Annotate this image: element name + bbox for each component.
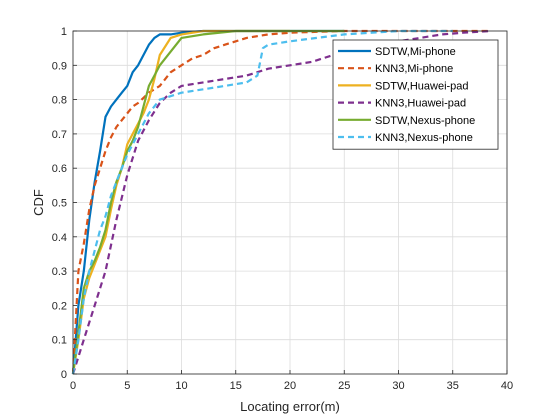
x-tick-label: 30 — [392, 380, 404, 392]
series-line-6 — [71, 29, 453, 375]
legend-label: SDTW,Huawei-pad — [375, 80, 469, 92]
y-tick-label: 0.8 — [52, 95, 67, 107]
series-line-2 — [71, 29, 491, 375]
x-tick-label: 40 — [501, 380, 513, 392]
x-tick-label: 35 — [447, 380, 459, 392]
y-tick-label: 0.9 — [52, 60, 67, 72]
y-tick-label: 0.2 — [52, 300, 67, 312]
legend-box — [332, 39, 499, 150]
legend-label: SDTW,Nexus-phone — [375, 115, 475, 127]
legend-label: KNN3,Mi-phone — [375, 63, 453, 75]
y-tick-label: 0.6 — [52, 163, 67, 175]
legend-label: KNN3,Huawei-pad — [375, 98, 466, 110]
x-axis-label: Locating error(m) — [240, 399, 340, 414]
legend: SDTW,Mi-phone KNN3,Mi-phone SDTW,Huawei-pa… — [332, 39, 499, 150]
y-tick-label: 0.7 — [52, 129, 67, 141]
x-tick-label: 20 — [284, 380, 296, 392]
y-axis-label: CDF — [31, 189, 46, 216]
x-tick-label: 5 — [124, 380, 130, 392]
axis-ticks: 0 5 10 15 20 25 30 35 40 0 0.1 0.2 0.3 0.4 0.5 0.6 0.7 0.… — [52, 26, 513, 392]
legend-label: SDTW,Mi-phone — [375, 46, 456, 58]
x-tick-label: 15 — [230, 380, 242, 392]
series-line-3 — [71, 29, 290, 375]
y-tick-label: 0.1 — [52, 335, 67, 347]
y-tick-label: 1 — [61, 26, 67, 38]
x-tick-label: 0 — [70, 380, 76, 392]
legend-label: KNN3,Nexus-phone — [375, 132, 473, 144]
x-tick-label: 10 — [175, 380, 187, 392]
x-tick-label: 25 — [338, 380, 350, 392]
y-tick-label: 0 — [61, 369, 67, 381]
y-tick-label: 0.4 — [52, 232, 67, 244]
series-line-5 — [71, 29, 345, 375]
y-tick-label: 0.5 — [52, 198, 67, 210]
y-tick-label: 0.3 — [52, 266, 67, 278]
series-lines — [71, 29, 491, 375]
